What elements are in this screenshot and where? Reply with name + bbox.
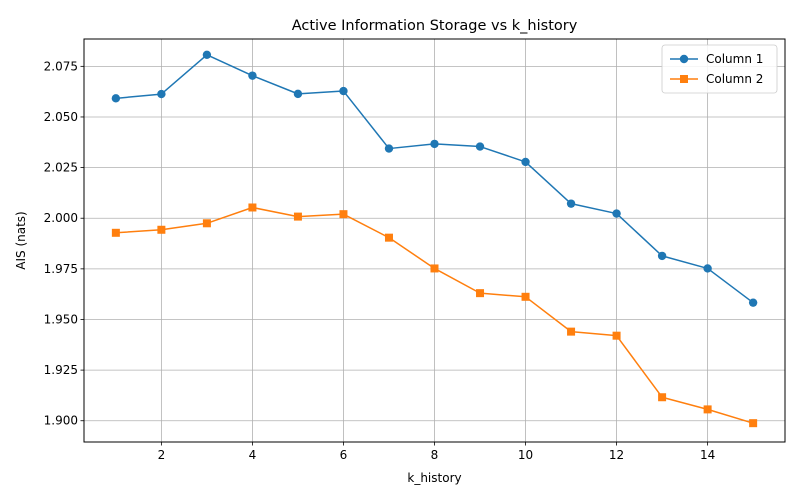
series-2-point <box>430 264 439 273</box>
y-tick-label: 2.050 <box>44 110 78 124</box>
ticks: 2 4 6 8 10 12 14 1.900 1.925 1.950 1.975 2.000 2.025… <box>44 59 716 462</box>
y-tick-label: 2.025 <box>44 161 78 175</box>
legend-label-1: Column 1 <box>706 52 763 66</box>
series-1-point <box>475 142 485 151</box>
series-1-point <box>339 86 348 96</box>
series-1-point <box>293 89 303 99</box>
legend-marker-1 <box>679 54 689 64</box>
y-tick-label: 1.950 <box>44 312 78 326</box>
series-1-point <box>157 89 166 99</box>
legend: Column 1 Column 2 <box>661 44 778 94</box>
series-2-point <box>248 203 257 212</box>
y-tick-label: 1.975 <box>44 262 78 276</box>
series-2-point <box>111 228 120 237</box>
series-2-point <box>476 289 485 298</box>
series-1-point <box>657 251 667 261</box>
series-2-point <box>293 212 302 221</box>
series-2-point <box>202 219 211 228</box>
x-tick-label: 2 <box>158 448 166 462</box>
y-tick-label: 1.925 <box>44 363 78 377</box>
y-axis-title: AIS (nats) <box>14 211 28 269</box>
series-1-point <box>566 199 576 208</box>
series-2-point <box>157 225 166 234</box>
series-2-point <box>384 233 393 242</box>
series-1-point <box>748 298 758 307</box>
legend-box <box>661 44 778 94</box>
series-layer <box>111 50 758 428</box>
series-2-point <box>612 331 621 340</box>
legend-label-2: Column 2 <box>706 72 763 86</box>
series-1-point <box>384 144 394 153</box>
legend-marker-2 <box>680 75 688 83</box>
series-2-point <box>749 419 758 428</box>
x-tick-label: 12 <box>609 448 624 462</box>
series-1-point <box>248 71 257 80</box>
x-tick-label: 10 <box>518 448 533 462</box>
series-1-point <box>703 264 712 273</box>
series-1-point <box>612 209 621 218</box>
x-tick-label: 14 <box>700 448 715 462</box>
series-1-point <box>202 50 212 59</box>
x-tick-label: 4 <box>249 448 257 462</box>
y-tick-label: 1.900 <box>44 414 78 428</box>
series-2-point <box>658 393 667 402</box>
series-1-point <box>111 94 121 103</box>
x-axis-title: k_history <box>407 471 461 485</box>
series-2-point <box>567 327 576 336</box>
series-2-point <box>703 405 712 414</box>
y-tick-label: 2.000 <box>44 211 78 225</box>
chart-title: Active Information Storage vs k_history <box>292 18 578 34</box>
series-1-point <box>521 157 530 167</box>
y-tick-label: 2.075 <box>44 59 78 73</box>
series-1-point <box>430 139 439 149</box>
x-tick-label: 8 <box>431 448 439 462</box>
x-tick-label: 6 <box>340 448 348 462</box>
series-2-point <box>339 210 348 219</box>
series-2-point <box>521 292 530 301</box>
